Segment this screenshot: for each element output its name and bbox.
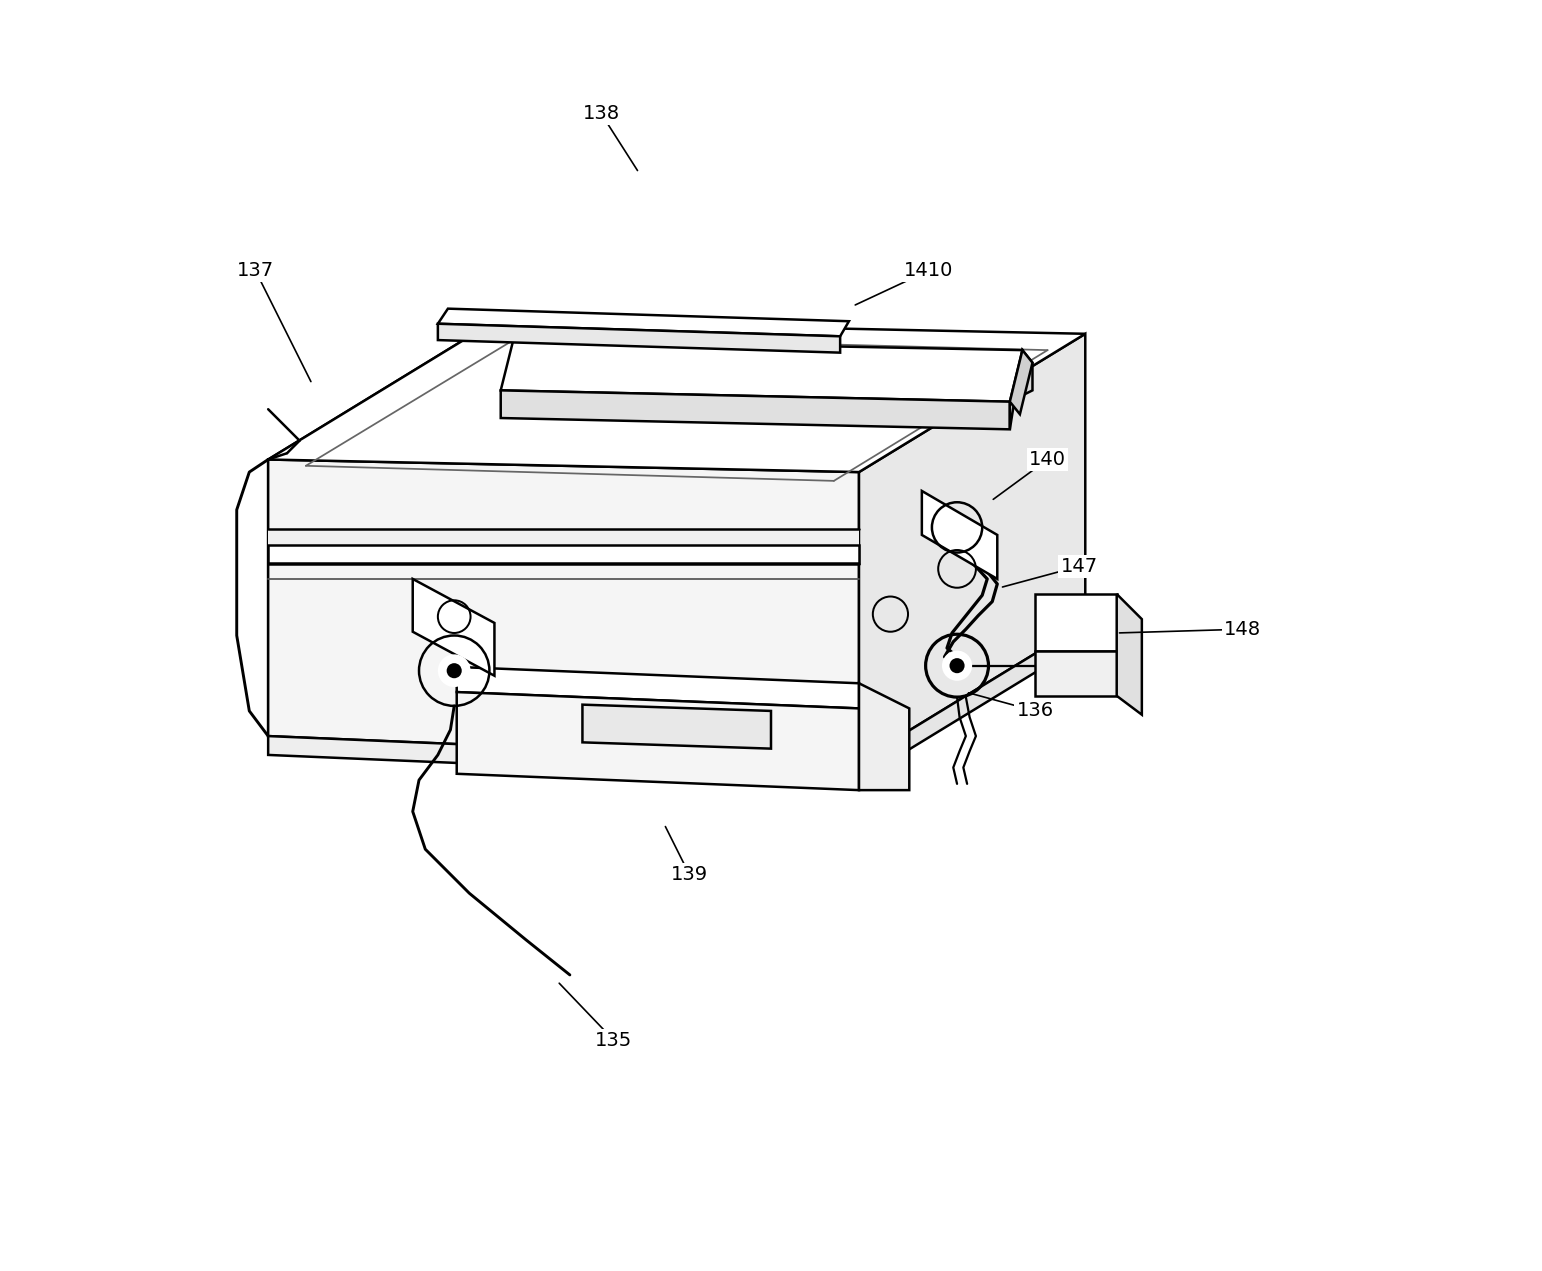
Circle shape: [942, 651, 971, 681]
Circle shape: [950, 658, 965, 674]
Polygon shape: [922, 491, 998, 578]
Polygon shape: [268, 322, 495, 736]
Polygon shape: [501, 341, 1022, 402]
Polygon shape: [859, 684, 910, 791]
Polygon shape: [859, 623, 1086, 780]
Text: 135: 135: [595, 1031, 632, 1050]
Text: 1410: 1410: [904, 262, 953, 281]
Text: 147: 147: [1061, 557, 1098, 576]
Text: 137: 137: [237, 262, 274, 281]
Polygon shape: [859, 334, 1086, 761]
Polygon shape: [268, 460, 859, 761]
Polygon shape: [1035, 594, 1116, 651]
Polygon shape: [413, 578, 495, 676]
Text: 136: 136: [1016, 702, 1053, 721]
Polygon shape: [438, 324, 840, 352]
Polygon shape: [268, 736, 859, 780]
Polygon shape: [1116, 594, 1141, 714]
Text: 138: 138: [583, 104, 620, 123]
Polygon shape: [1010, 350, 1033, 414]
Polygon shape: [1035, 651, 1116, 695]
Text: 139: 139: [671, 864, 708, 883]
Polygon shape: [268, 529, 859, 564]
Circle shape: [447, 663, 461, 679]
Circle shape: [438, 655, 470, 688]
Text: 148: 148: [1224, 620, 1261, 639]
Polygon shape: [268, 545, 859, 563]
Polygon shape: [456, 667, 859, 708]
Text: 140: 140: [1029, 450, 1066, 469]
Polygon shape: [456, 693, 859, 791]
Polygon shape: [501, 390, 1010, 430]
Polygon shape: [268, 322, 1086, 472]
Polygon shape: [438, 309, 850, 337]
Polygon shape: [1010, 350, 1033, 430]
Polygon shape: [583, 704, 771, 749]
